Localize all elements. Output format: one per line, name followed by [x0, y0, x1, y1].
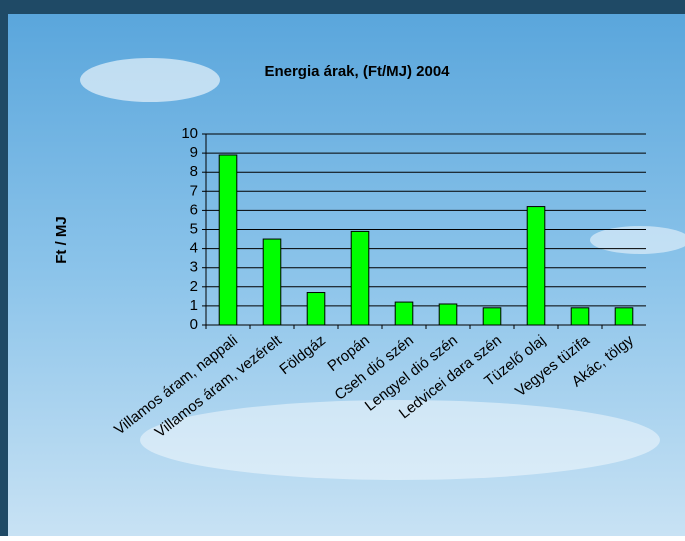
chart-title: Energia árak, (Ft/MJ) 2004	[264, 63, 450, 80]
y-tick-label: 3	[190, 259, 198, 276]
y-tick-label: 4	[190, 240, 198, 257]
bar	[262, 238, 282, 326]
cloud	[140, 400, 660, 480]
y-tick-label: 8	[190, 163, 198, 180]
cloud	[80, 58, 220, 102]
sky-background	[8, 14, 685, 536]
bar	[482, 307, 502, 326]
y-tick-label: 7	[190, 182, 198, 199]
bar	[614, 307, 634, 326]
y-tick-label: 9	[190, 144, 198, 161]
bar	[306, 292, 326, 326]
y-tick-label: 0	[190, 316, 198, 333]
bar	[350, 230, 370, 326]
bar	[218, 154, 238, 326]
bar	[570, 307, 590, 326]
y-axis-label: Ft / MJ	[53, 216, 70, 264]
y-tick-label: 1	[190, 297, 198, 314]
y-tick-label: 10	[181, 125, 198, 142]
y-tick-label: 6	[190, 201, 198, 218]
cloud	[590, 226, 685, 254]
bar	[394, 301, 414, 326]
y-tick-label: 2	[190, 278, 198, 295]
y-tick-label: 5	[190, 220, 198, 237]
bar	[438, 303, 458, 326]
bar	[526, 206, 546, 326]
